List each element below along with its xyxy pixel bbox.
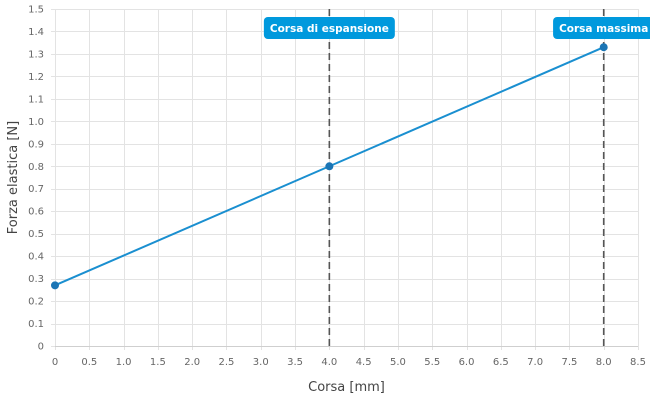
x-tick-label: 8.5 (630, 357, 646, 368)
y-tick-label: 0.8 (28, 162, 44, 173)
y-tick-label: 1.3 (28, 49, 44, 60)
x-tick-label: 7.5 (561, 357, 577, 368)
series (51, 43, 608, 290)
x-tick-label: 4.5 (356, 357, 372, 368)
x-axis-title: Corsa [mm] (308, 380, 385, 395)
y-tick-label: 0.7 (28, 184, 44, 195)
y-tick-label: 0.1 (28, 319, 44, 330)
grid (51, 9, 639, 350)
x-tick-label: 0.5 (81, 357, 97, 368)
annotation-label: Corsa massima (553, 17, 650, 39)
y-tick-label: 1.4 (28, 27, 44, 38)
x-tick-label: 6.5 (493, 357, 509, 368)
y-tick-label: 0.5 (28, 229, 44, 240)
annotations: Corsa di espansione Corsa massima (263, 9, 650, 346)
data-point[interactable] (325, 162, 334, 171)
x-tick-label: 0 (52, 357, 58, 368)
x-tick-label: 3.0 (253, 357, 269, 368)
x-tick-label: 1.0 (116, 357, 132, 368)
annotation-label-text: Corsa massima (559, 23, 648, 35)
y-tick-label: 0.6 (28, 207, 44, 218)
y-tick-label: 1.2 (28, 72, 44, 83)
x-tick-label: 5.5 (424, 357, 440, 368)
tick-labels: 0 0.5 1.0 1.5 2.0 2.5 3.0 3.5 4.0 4.5 5.0 5.5 6.0 6.5… (28, 5, 646, 369)
x-tick-label: 2.5 (219, 357, 235, 368)
data-point[interactable] (51, 281, 59, 290)
y-tick-label: 1.1 (28, 94, 44, 105)
data-point[interactable] (599, 43, 608, 52)
x-tick-label: 5.0 (390, 357, 406, 368)
annotation-label-box (553, 17, 650, 39)
x-tick-label: 8.0 (596, 357, 612, 368)
y-tick-label: 0 (38, 342, 44, 353)
y-tick-label: 0.4 (28, 252, 44, 263)
annotation-label: Corsa di espansione (263, 17, 395, 39)
x-tick-label: 1.5 (150, 357, 166, 368)
y-tick-label: 0.2 (28, 297, 44, 308)
y-tick-label: 0.3 (28, 274, 44, 285)
x-tick-label: 2.0 (184, 357, 200, 368)
y-tick-label: 1.5 (28, 5, 44, 16)
y-tick-label: 1.0 (28, 117, 44, 128)
x-tick-label: 4.0 (321, 357, 337, 368)
annotation-label-text: Corsa di espansione (270, 23, 389, 35)
x-tick-label: 7.0 (527, 357, 543, 368)
annotation-label-box (263, 17, 395, 39)
y-tick-label: 0.9 (28, 139, 44, 150)
y-axis-title: Forza elastica [N] (6, 121, 21, 234)
x-tick-label: 6.0 (459, 357, 475, 368)
x-tick-label: 3.5 (287, 357, 303, 368)
